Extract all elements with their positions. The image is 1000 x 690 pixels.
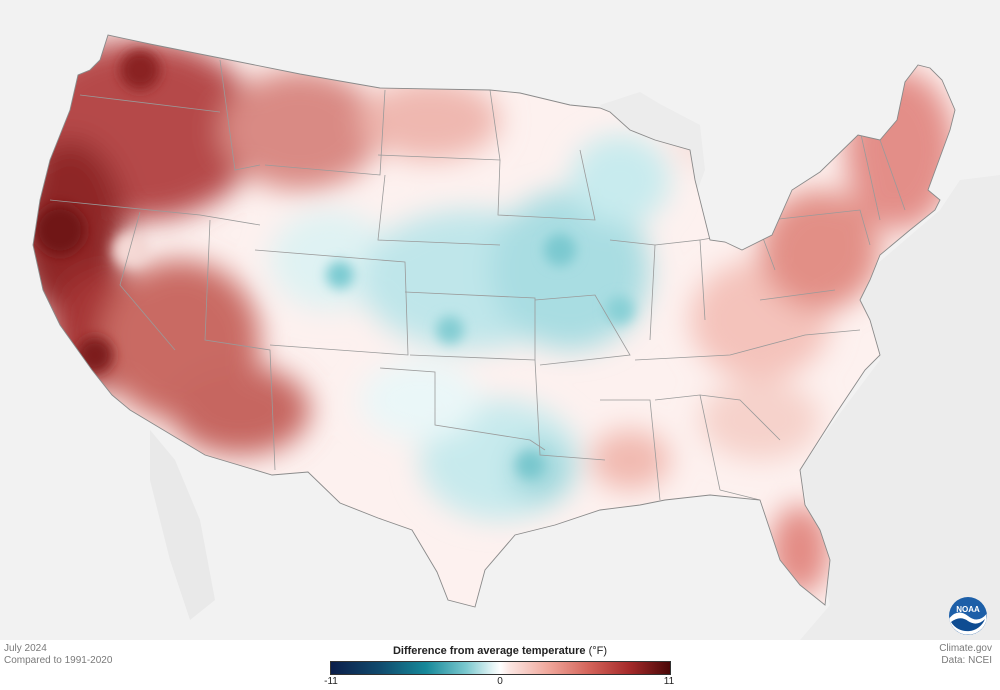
legend-tick-max: 11 [663, 676, 675, 687]
us-outline [32, 34, 956, 608]
legend-unit: (°F) [588, 645, 608, 657]
noaa-logo-text: NOAA [956, 605, 980, 614]
source-site: Climate.gov [939, 643, 992, 654]
map-area: NOAA [0, 0, 1000, 640]
baseline-label: Compared to 1991-2020 [4, 655, 113, 666]
baja-california [150, 430, 215, 620]
legend-title-text: Difference from average temperature [392, 645, 586, 657]
legend-tick-mid: 0 [497, 676, 503, 687]
source-credits: Climate.gov Data: NCEI [939, 643, 992, 667]
period-label: July 2024 [4, 643, 47, 654]
map-meta: July 2024 Compared to 1991-2020 [4, 643, 112, 667]
legend-title: Difference from average temperature (°F) [330, 645, 670, 657]
source-data: Data: NCEI [941, 655, 992, 666]
noaa-logo-icon: NOAA [949, 597, 987, 635]
footer: July 2024 Compared to 1991-2020 Differen… [0, 640, 1000, 690]
state-boundaries [49, 59, 906, 501]
legend-tick-min: -11 [324, 676, 338, 687]
legend-colorbar [330, 661, 671, 675]
anomaly-map [32, 34, 956, 620]
